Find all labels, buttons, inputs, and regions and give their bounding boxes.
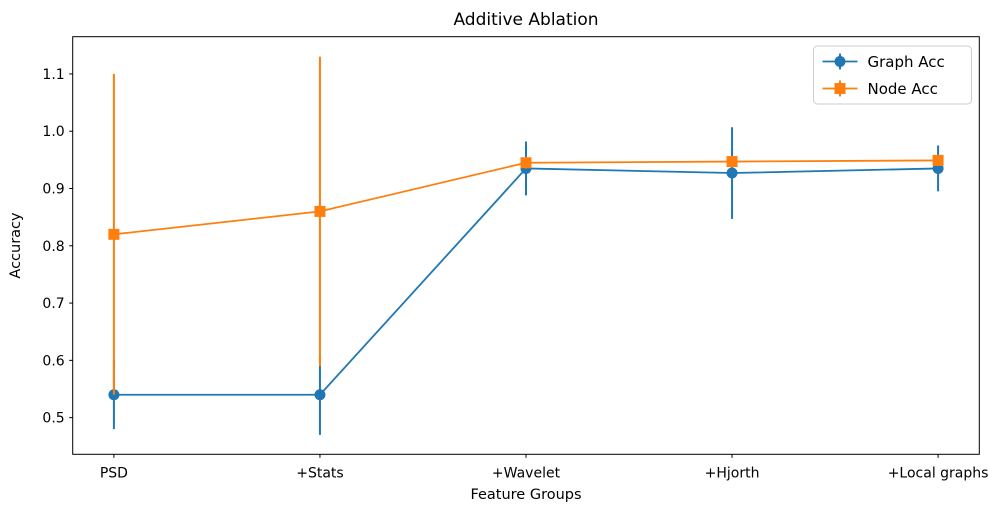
data-point-circle-marker [314, 389, 326, 401]
y-tick-label: 1.1 [42, 67, 64, 83]
x-tick-label: +Stats [296, 465, 343, 481]
data-point-square-marker [932, 154, 944, 166]
x-axis-label: Feature Groups [470, 487, 581, 503]
y-tick-label: 0.6 [42, 353, 64, 369]
x-tick-label: +Local graphs [888, 465, 989, 481]
data-point-square-marker [726, 156, 738, 168]
data-point-square-marker [108, 228, 120, 240]
y-tick-label: 0.8 [42, 239, 64, 255]
data-point-circle-marker [726, 167, 738, 179]
chart-title: Additive Ablation [453, 10, 598, 30]
y-tick-label: 1.0 [42, 124, 64, 140]
legend-square-marker [834, 83, 846, 94]
data-point-square-marker [520, 157, 532, 169]
y-axis-label: Accuracy [8, 212, 24, 279]
x-tick-label: PSD [100, 465, 128, 481]
y-tick-label: 0.9 [42, 182, 64, 198]
legend-box [813, 45, 972, 105]
y-tick-label: 0.5 [42, 411, 64, 427]
series-line [113, 167, 939, 396]
x-tick-label: +Wavelet [492, 465, 561, 481]
x-tick-label: +Hjorth [705, 465, 760, 481]
legend-label: Node Acc [868, 80, 938, 98]
legend-label: Graph Acc [868, 53, 945, 71]
data-point-square-marker [314, 205, 326, 217]
legend-circle-marker [834, 56, 846, 67]
y-tick-label: 0.7 [42, 296, 64, 312]
